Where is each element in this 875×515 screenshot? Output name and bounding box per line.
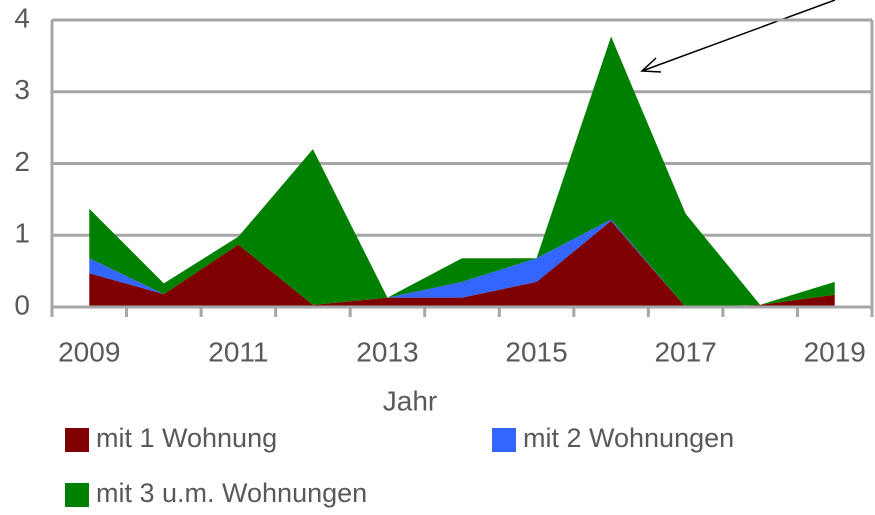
y-tick-label: 2 [14, 146, 30, 177]
legend-label: mit 1 Wohnung [96, 423, 277, 453]
area [89, 219, 835, 307]
legend-label: mit 3 u.m. Wohnungen [96, 478, 367, 508]
y-tick-label: 4 [14, 2, 30, 33]
legend-swatch [65, 483, 89, 507]
x-tick-label: 2013 [356, 336, 418, 367]
annotation-arrow-head [640, 57, 662, 73]
x-tick-label: 2015 [505, 336, 567, 367]
x-axis-label: Jahr [383, 385, 437, 416]
x-tick-label: 2009 [58, 336, 120, 367]
x-tick-label: 2017 [654, 336, 716, 367]
x-tick-label: 2019 [804, 336, 866, 367]
x-tick-label: 2011 [208, 336, 268, 367]
legend-swatch [65, 428, 89, 452]
area [89, 220, 835, 307]
area [89, 36, 835, 307]
y-tick-label: 0 [14, 289, 30, 320]
y-tick-label: 3 [14, 74, 30, 105]
annotation-arrow [641, 0, 836, 72]
legend-label: mit 2 Wohnungen [523, 423, 734, 453]
legend-swatch [492, 428, 516, 452]
y-tick-label: 1 [14, 218, 30, 249]
